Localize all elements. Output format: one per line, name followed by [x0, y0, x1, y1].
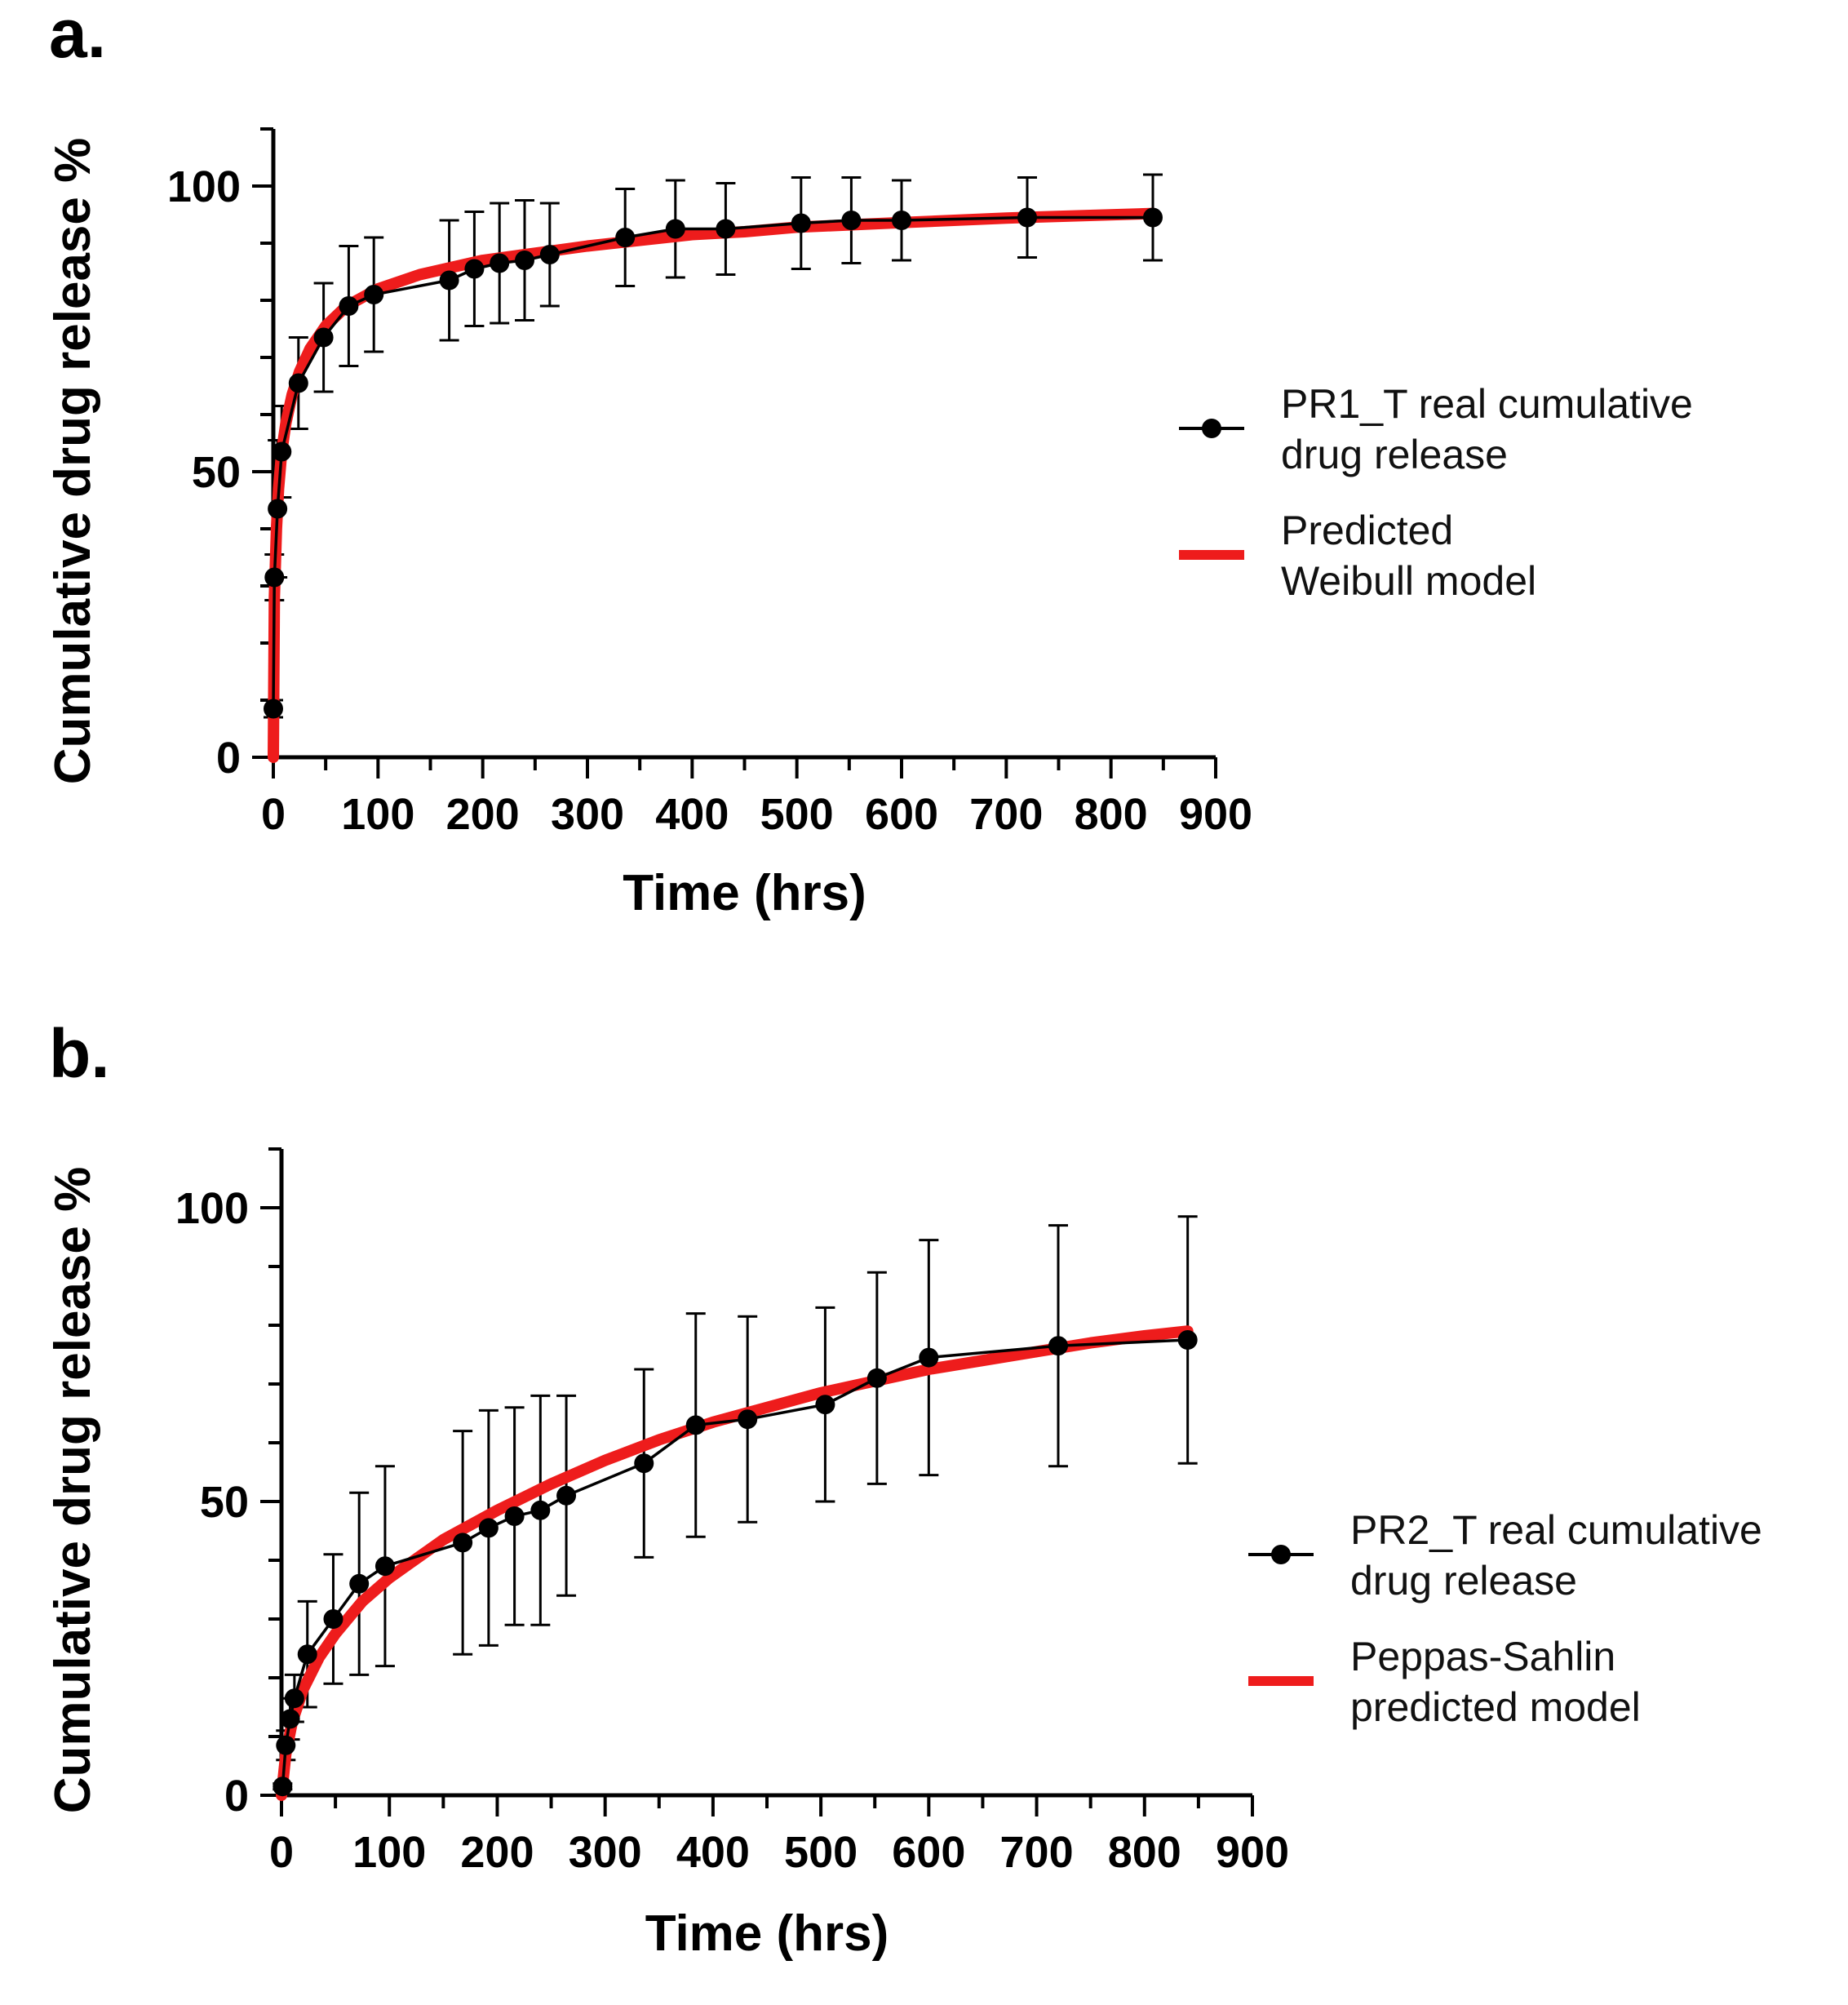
x-tick-label: 400: [676, 1828, 750, 1877]
x-tick-label: 800: [1075, 790, 1148, 839]
y-tick-label: 0: [216, 734, 241, 783]
data-point: [439, 270, 459, 291]
data-point: [364, 285, 384, 304]
data-point: [339, 296, 359, 316]
data-point: [515, 251, 534, 270]
data-point: [530, 1500, 551, 1520]
data-point: [297, 1644, 317, 1665]
x-tick-label: 500: [784, 1828, 858, 1877]
legend-label-model: Predicted: [1281, 508, 1453, 553]
data-point: [1017, 207, 1037, 228]
data-point: [478, 1518, 499, 1538]
data-point: [1177, 1330, 1198, 1350]
y-tick-label: 100: [167, 162, 241, 211]
data-point: [634, 1453, 654, 1474]
data-point: [276, 1735, 296, 1755]
x-tick-label: 800: [1108, 1828, 1181, 1877]
x-tick-label: 700: [969, 790, 1043, 839]
data-point: [264, 699, 283, 719]
y-tick-label: 50: [192, 448, 241, 497]
data-point: [273, 1777, 293, 1797]
x-tick-label: 900: [1179, 790, 1252, 839]
x-tick-label: 200: [460, 1828, 534, 1877]
y-axis-title: Cumulative drug release %: [45, 1167, 101, 1814]
data-point: [374, 1556, 395, 1577]
data-point: [685, 1415, 706, 1435]
data-point: [504, 1506, 525, 1526]
chart-panel-b: b. 0 50 100 0 100 200 300 400 500 600 700 800 900 Time…: [45, 1015, 1762, 1962]
data-point: [716, 219, 736, 239]
x-tick-label: 300: [551, 790, 624, 839]
data-point: [323, 1609, 343, 1629]
data-point: [791, 213, 811, 233]
data-point: [264, 567, 285, 588]
data-point: [284, 1688, 304, 1709]
data-point: [665, 219, 685, 239]
x-tick-label: 900: [1216, 1828, 1289, 1877]
data-point: [539, 245, 560, 264]
y-tick-label: 50: [200, 1478, 249, 1527]
x-axis-title: Time (hrs): [623, 865, 866, 921]
data-point: [268, 499, 288, 519]
legend-label-measured: drug release: [1281, 432, 1508, 477]
x-tick-label: 0: [261, 790, 286, 839]
legend: PR1_T real cumulative drug release Predict…: [1179, 381, 1693, 604]
x-tick-label: 0: [269, 1828, 294, 1877]
y-tick-label: 100: [175, 1184, 249, 1233]
legend-marker-measured: [1202, 419, 1221, 438]
measured-data-line: [272, 215, 1153, 709]
x-tick-label: 100: [341, 790, 414, 839]
legend-label-model: Weibull model: [1281, 558, 1536, 604]
data-point: [556, 1485, 577, 1506]
y-axis-title: Cumulative drug release %: [45, 138, 101, 785]
legend: PR2_T real cumulative drug release Peppas-…: [1248, 1507, 1762, 1730]
data-point: [615, 228, 636, 247]
data-point: [453, 1533, 473, 1553]
x-tick-label: 600: [865, 790, 938, 839]
x-tick-label: 500: [760, 790, 834, 839]
data-point: [272, 441, 292, 462]
legend-label-measured: PR1_T real cumulative: [1281, 381, 1693, 427]
legend-label-model: predicted model: [1350, 1684, 1641, 1730]
data-point: [280, 1709, 300, 1729]
data-point: [738, 1409, 758, 1430]
data-point: [313, 327, 334, 348]
data-point: [841, 211, 862, 230]
data-point: [490, 253, 510, 273]
legend-label-measured: PR2_T real cumulative: [1350, 1507, 1762, 1553]
x-tick-label: 200: [446, 790, 520, 839]
data-point: [1143, 207, 1163, 228]
chart-panel-a: a. 0 50 100 0 100 200 300 400 500 600 700 800 900 Time…: [45, 0, 1693, 921]
data-point: [464, 259, 485, 279]
x-tick-label: 600: [892, 1828, 965, 1877]
legend-label-measured: drug release: [1350, 1558, 1577, 1604]
data-point: [349, 1573, 370, 1594]
data-point: [815, 1395, 835, 1415]
x-axis-title: Time (hrs): [645, 1905, 889, 1962]
x-tick-label: 700: [1000, 1828, 1074, 1877]
fit-model-line: [276, 1325, 1194, 1801]
x-tick-label: 400: [655, 790, 729, 839]
data-point: [1048, 1336, 1068, 1356]
x-tick-label: 100: [352, 1828, 426, 1877]
legend-marker-measured: [1271, 1545, 1291, 1564]
x-tick-label: 300: [569, 1828, 642, 1877]
fit-model-line: [268, 207, 1159, 763]
panel-label: a.: [49, 0, 106, 72]
legend-label-model: Peppas-Sahlin: [1350, 1634, 1615, 1679]
data-point: [288, 373, 308, 393]
panel-label: b.: [49, 1015, 110, 1092]
data-point: [919, 1347, 939, 1368]
data-point: [892, 211, 911, 230]
y-tick-label: 0: [224, 1772, 249, 1821]
data-point: [866, 1368, 887, 1388]
